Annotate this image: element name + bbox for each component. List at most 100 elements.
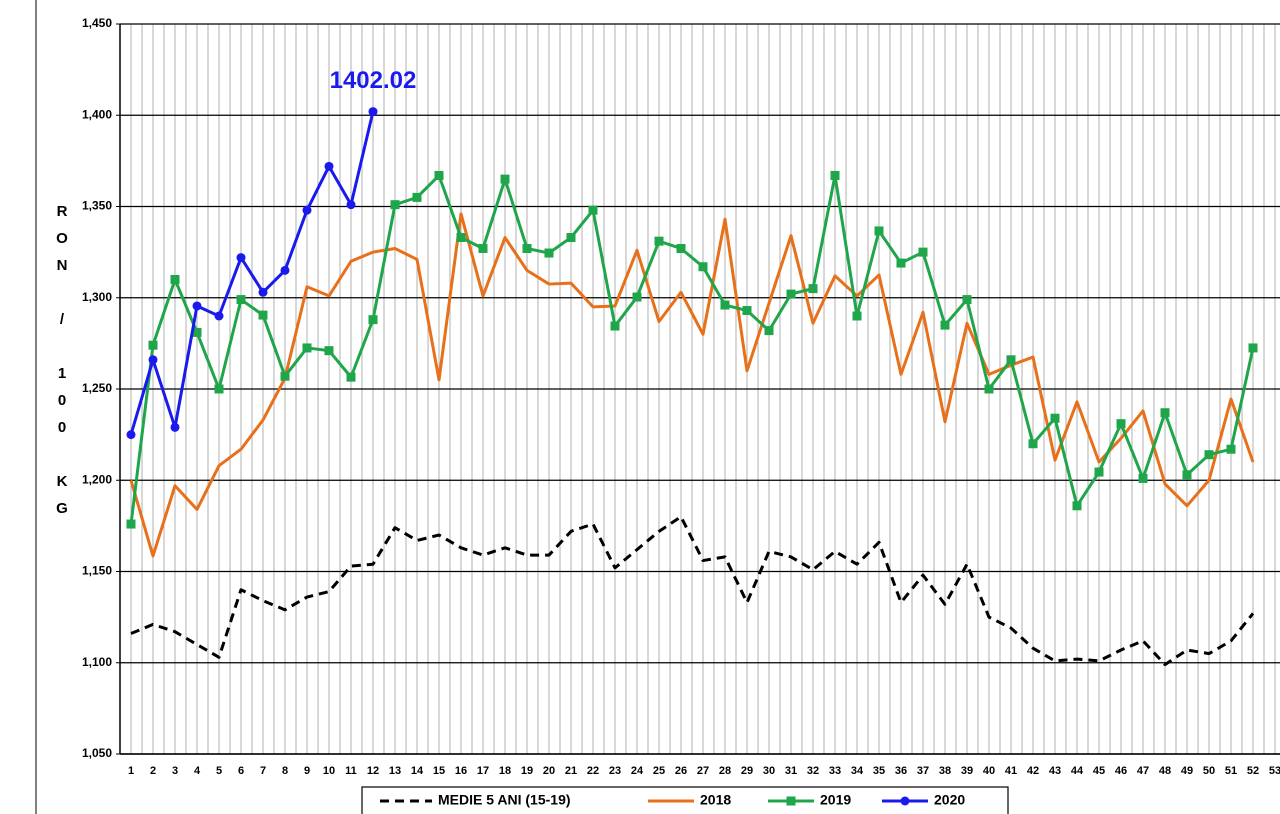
x-tick-label: 29 bbox=[741, 765, 753, 777]
series-line bbox=[129, 111, 375, 436]
y-tick-label: 1,150 bbox=[82, 564, 112, 578]
point-marker bbox=[940, 320, 950, 330]
legend-label: 2019 bbox=[820, 792, 851, 808]
x-tick-label: 4 bbox=[194, 765, 201, 777]
x-tick-label: 41 bbox=[1005, 765, 1017, 777]
point-marker bbox=[1028, 439, 1038, 449]
x-tick-label: 12 bbox=[367, 765, 379, 777]
point-marker bbox=[522, 243, 532, 253]
x-tick-label: 1 bbox=[128, 765, 134, 777]
point-marker bbox=[1182, 470, 1192, 480]
x-tick-label: 23 bbox=[609, 765, 621, 777]
series-line bbox=[130, 515, 1255, 667]
y-tick-label: 1,100 bbox=[82, 655, 112, 669]
point-marker bbox=[698, 262, 708, 272]
point-marker bbox=[1006, 355, 1016, 365]
legend-label: 2020 bbox=[934, 792, 965, 808]
y-tick-label: 1,350 bbox=[82, 199, 112, 213]
point-marker bbox=[1116, 419, 1126, 429]
point-marker bbox=[148, 340, 158, 350]
point-marker bbox=[654, 236, 664, 246]
point-marker bbox=[1226, 444, 1236, 454]
x-tick-label: 20 bbox=[543, 765, 555, 777]
point-marker bbox=[918, 247, 928, 257]
point-marker bbox=[236, 295, 246, 305]
x-tick-label: 13 bbox=[389, 765, 401, 777]
point-marker bbox=[1138, 473, 1148, 483]
point-marker bbox=[874, 226, 884, 236]
point-marker bbox=[852, 311, 862, 321]
point-marker bbox=[1094, 467, 1104, 477]
point-marker bbox=[456, 233, 466, 243]
x-tick-label: 34 bbox=[851, 765, 864, 777]
point-marker bbox=[610, 321, 620, 331]
x-tick-label: 10 bbox=[323, 765, 335, 777]
y-tick-label: 1,200 bbox=[82, 472, 112, 486]
point-marker bbox=[1248, 343, 1258, 353]
point-marker bbox=[346, 200, 356, 210]
x-tick-label: 27 bbox=[697, 765, 709, 777]
x-tick-label: 17 bbox=[477, 765, 489, 777]
legend-label: 2018 bbox=[700, 792, 731, 808]
x-tick-label: 35 bbox=[873, 765, 885, 777]
point-marker bbox=[764, 326, 774, 336]
point-marker bbox=[720, 300, 730, 310]
point-marker bbox=[962, 295, 972, 305]
point-marker bbox=[500, 174, 510, 184]
legend-marker bbox=[900, 796, 910, 806]
x-tick-label: 49 bbox=[1181, 765, 1193, 777]
x-tick-label: 36 bbox=[895, 765, 907, 777]
x-tick-label: 19 bbox=[521, 765, 533, 777]
legend-marker bbox=[786, 796, 796, 806]
x-tick-label: 22 bbox=[587, 765, 599, 777]
point-marker bbox=[302, 343, 312, 353]
x-tick-label: 38 bbox=[939, 765, 951, 777]
x-tick-label: 43 bbox=[1049, 765, 1061, 777]
x-tick-label: 31 bbox=[785, 765, 797, 777]
x-tick-label: 33 bbox=[829, 765, 841, 777]
x-tick-label: 14 bbox=[411, 765, 424, 777]
x-tick-label: 26 bbox=[675, 765, 687, 777]
point-marker bbox=[390, 200, 400, 210]
point-marker bbox=[192, 327, 202, 337]
point-marker bbox=[1160, 408, 1170, 418]
point-marker bbox=[214, 384, 224, 394]
x-tick-label: 40 bbox=[983, 765, 995, 777]
series-line bbox=[129, 173, 1255, 525]
point-marker bbox=[346, 372, 356, 382]
grid bbox=[119, 23, 1280, 755]
x-tick-label: 15 bbox=[433, 765, 445, 777]
y-tick-label: 1,050 bbox=[82, 746, 112, 760]
x-tick-label: 25 bbox=[653, 765, 665, 777]
point-marker bbox=[412, 192, 422, 202]
point-marker bbox=[126, 519, 136, 529]
x-tick-label: 8 bbox=[282, 765, 288, 777]
point-marker bbox=[258, 310, 268, 320]
x-tick-label: 6 bbox=[238, 765, 244, 777]
x-tick-label: 3 bbox=[172, 765, 178, 777]
point-marker bbox=[632, 292, 642, 302]
point-marker bbox=[258, 287, 268, 297]
y-tick-label: 1,300 bbox=[82, 290, 112, 304]
point-marker bbox=[368, 107, 378, 117]
point-marker bbox=[1050, 413, 1060, 423]
point-marker bbox=[478, 243, 488, 253]
x-tick-label: 24 bbox=[631, 765, 644, 777]
point-marker bbox=[808, 284, 818, 294]
x-tick-label: 39 bbox=[961, 765, 973, 777]
x-tick-label: 28 bbox=[719, 765, 731, 777]
point-marker bbox=[170, 275, 180, 284]
y-tick-label: 1,400 bbox=[82, 107, 112, 121]
x-tick-label: 50 bbox=[1203, 765, 1215, 777]
series-line bbox=[129, 212, 1255, 558]
x-tick-label: 48 bbox=[1159, 765, 1171, 777]
x-tick-label: 32 bbox=[807, 765, 819, 777]
y-tick-label: 1,250 bbox=[82, 381, 112, 395]
x-tick-label: 53 bbox=[1269, 765, 1280, 777]
x-tick-label: 9 bbox=[304, 765, 310, 777]
point-marker bbox=[302, 205, 312, 215]
x-tick-label: 5 bbox=[216, 765, 222, 777]
x-tick-label: 51 bbox=[1225, 765, 1237, 777]
